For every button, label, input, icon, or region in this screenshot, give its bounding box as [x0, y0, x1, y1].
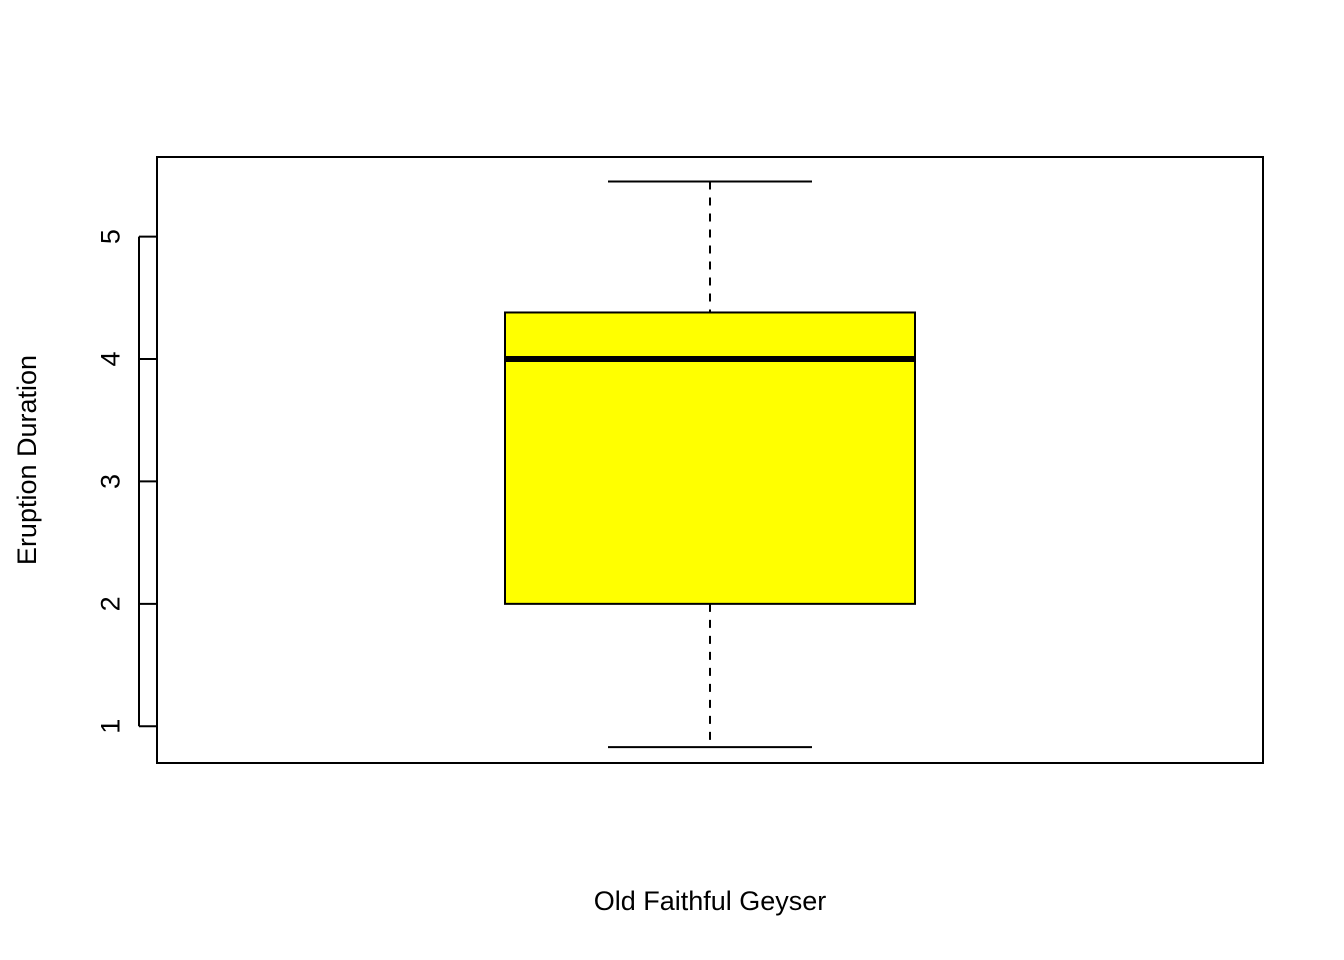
y-tick-label: 3	[95, 474, 125, 489]
y-axis-label: Eruption Duration	[12, 355, 42, 565]
y-tick-label: 4	[95, 351, 125, 366]
y-tick-label: 2	[95, 596, 125, 611]
y-axis: 1 2 3 4 5	[95, 229, 157, 734]
y-tick-label: 5	[95, 229, 125, 244]
box-group	[504, 180, 916, 749]
plot-frame	[156, 156, 1264, 764]
x-axis-label: Old Faithful Geyser	[594, 886, 827, 916]
y-tick-label: 1	[95, 719, 125, 734]
